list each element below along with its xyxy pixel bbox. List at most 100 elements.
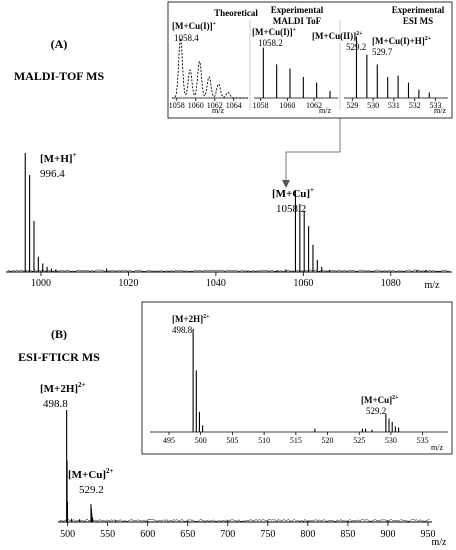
inset-b-x-ticks: 495 500 505 510 515 520 525 530 535: [163, 432, 429, 445]
inset-b-frame: [141, 301, 453, 455]
inset-theoretical-header: Theoretical: [214, 8, 258, 18]
inset-a-xlabel-2: m/z: [319, 106, 331, 115]
panel-a-x-ticks: 1000 1020 1040 1060 1080: [31, 272, 401, 289]
inset-b-tick-label-7: 530: [385, 436, 397, 445]
inset-b-tick-label-8: 535: [417, 436, 429, 445]
panel-b: (B) ESI-FTICR MS 500 550 600 650 700 750 800 85…: [18, 301, 453, 548]
annot-m-h: [M+H]+: [40, 151, 77, 165]
panel-a-inset: Theoretical [M+Cu(I)]+ 1058.4 1058 1060 10…: [167, 1, 453, 119]
panel-b-tick-label-5: 750: [260, 529, 275, 540]
panel-b-tick-label-9: 950: [420, 529, 435, 540]
inset-theoretical-annot-label: [M+Cu(I)]: [172, 21, 213, 31]
panel-b-tick-label-1: 550: [100, 529, 115, 540]
inset-a-1-tick-label-0: 1058: [253, 101, 269, 110]
panel-a-tick-label-0: 1000: [31, 278, 51, 289]
inset-b-annot-m-cu-label: [M+Cu]: [361, 395, 392, 405]
inset-a-xlabel-3: m/z: [434, 106, 446, 115]
inset-esi-header-1: Experimental: [392, 5, 445, 15]
panel-a: (A) MALDI-TOF MS 1000 1020 1040 1060 1080 m/…: [6, 1, 453, 291]
panel-b-tick-label-8: 900: [380, 529, 395, 540]
panel-b-inset: 495 500 505 510 515 520 525 530 535 m/z [M+2H]2+…: [141, 301, 453, 455]
panel-b-tick-label-0: 500: [60, 529, 75, 540]
annot-m-cu-label: [M+Cu]: [272, 188, 310, 200]
panel-b-tick-label-3: 650: [180, 529, 195, 540]
panel-b-baseline-noise: [59, 518, 430, 522]
panel-b-xlabel: m/z: [432, 537, 448, 548]
inset-esi-annot2-charge: 2+: [425, 36, 432, 42]
inset-esi-annot2: [M+Cu(I)+H]2+: [372, 36, 432, 46]
inset-a-0-tick-label-3: 1064: [226, 101, 242, 110]
annot-b-m-2h-label: [M+2H]: [40, 383, 78, 395]
panel-b-title: ESI-FTICR MS: [18, 350, 100, 364]
inset-esi-plot: 529 530 531 532 533: [344, 36, 448, 110]
panel-a-title: MALDI-TOF MS: [14, 69, 105, 83]
inset-a-1-tick-label-1: 1060: [279, 101, 295, 110]
inset-theoretical-annot-charge: +: [213, 21, 217, 27]
inset-b-annot-m-2h-value: 498.8: [172, 325, 193, 335]
inset-maldi-plot: 1058 1060 1062: [253, 47, 338, 110]
inset-b-annot-m-cu-value: 529.2: [366, 406, 386, 416]
inset-maldi-value: 1058.2: [258, 38, 283, 48]
inset-a-0-tick-label-2: 1062: [207, 101, 223, 110]
panel-a-tick-label-4: 1080: [381, 278, 401, 289]
panel-a-tick-label-3: 1060: [293, 278, 313, 289]
panel-b-label: (B): [51, 327, 67, 341]
inset-b-tick-label-6: 525: [353, 436, 365, 445]
annot-b-m-cu: [M+Cu]2+: [68, 467, 114, 481]
inset-a-2-tick-label-0: 529: [346, 101, 358, 110]
annot-m-h-label: [M+H]: [40, 153, 73, 165]
inset-theoretical-annot: [M+Cu(I)]+: [172, 21, 217, 31]
annot-m-cu-charge: +: [310, 186, 314, 194]
inset-a-2-tick-label-2: 531: [388, 101, 400, 110]
inset-b-annot-m-2h-label: [M+2H]: [172, 314, 203, 324]
inset-a-frame: [167, 1, 453, 119]
inset-maldi-annot-charge: +: [293, 27, 297, 33]
annot-b-m-2h-value: 498.8: [43, 398, 68, 410]
inset-esi-header-2: ESI MS: [403, 16, 433, 26]
inset-a-2-tick-label-4: 533: [430, 101, 442, 110]
inset-maldi-header-1: Experimental: [271, 5, 324, 15]
inset-b-tick-label-0: 495: [163, 436, 175, 445]
panel-b-tick-label-4: 700: [220, 529, 235, 540]
inset-b-xlabel: m/z: [431, 443, 443, 452]
annot-m-cu: [M+Cu]+: [272, 186, 314, 200]
panel-a-baseline-noise: [7, 269, 450, 272]
inset-a-0-tick-label-1: 1060: [188, 101, 204, 110]
inset-b-tick-label-4: 515: [290, 436, 302, 445]
inset-theoretical-envelope: [172, 37, 248, 99]
inset-esi-annot: [M+Cu(II)]2+: [312, 31, 363, 41]
inset-b-annot-m-2h-charge: 2+: [203, 314, 210, 320]
inset-esi-annot-label: [M+Cu(II)]: [312, 31, 356, 41]
panel-b-spectrum: [59, 410, 430, 522]
inset-b-tick-label-5: 520: [322, 436, 334, 445]
inset-a-xlabel: m/z: [212, 106, 224, 115]
annot-m-cu-value: 1058.2: [276, 203, 306, 215]
inset-maldi-annot: [M+Cu(I)]+: [252, 27, 297, 37]
inset-maldi-header-2: MALDI ToF: [273, 16, 322, 26]
inset-a-1-tick-label-2: 1062: [306, 101, 322, 110]
panel-a-plot: 1000 1020 1040 1060 1080 m/z [M+H]+ 996.4 [M…: [6, 151, 452, 291]
panel-b-tick-label-6: 800: [300, 529, 315, 540]
inset-theoretical-value: 1058.4: [174, 33, 199, 43]
panel-a-xlabel: m/z: [425, 280, 441, 291]
inset-b-annot-m-cu: [M+Cu]2+: [361, 395, 399, 405]
inset-b-spectrum: [192, 328, 400, 432]
panel-b-plot: 500 550 600 650 700 750 800 850 900 950 m/z [M+2H…: [40, 381, 447, 548]
panel-a-spectrum: [7, 153, 450, 272]
panel-b-tick-label-2: 600: [140, 529, 155, 540]
annot-b-m-2h-charge: 2+: [78, 381, 86, 389]
inset-esi-value2: 529.7: [372, 47, 393, 57]
inset-b-tick-label-3: 510: [258, 436, 270, 445]
annot-b-m-cu-label: [M+Cu]: [68, 469, 106, 481]
inset-theoretical-plot: 1058 1060 1062 1064: [169, 37, 248, 110]
panel-a-tick-label-2: 1040: [206, 278, 226, 289]
inset-b-annot-m-2h: [M+2H]2+: [172, 314, 210, 324]
panel-b-tick-label-7: 850: [340, 529, 355, 540]
panel-a-label: (A): [51, 37, 68, 51]
panel-a-tick-label-1: 1020: [118, 278, 138, 289]
annot-b-m-cu-value: 529.2: [79, 484, 104, 496]
annot-m-h-value: 996.4: [40, 168, 65, 180]
inset-b-tick-label-1: 500: [195, 436, 207, 445]
annot-b-m-cu-charge: 2+: [106, 467, 114, 475]
